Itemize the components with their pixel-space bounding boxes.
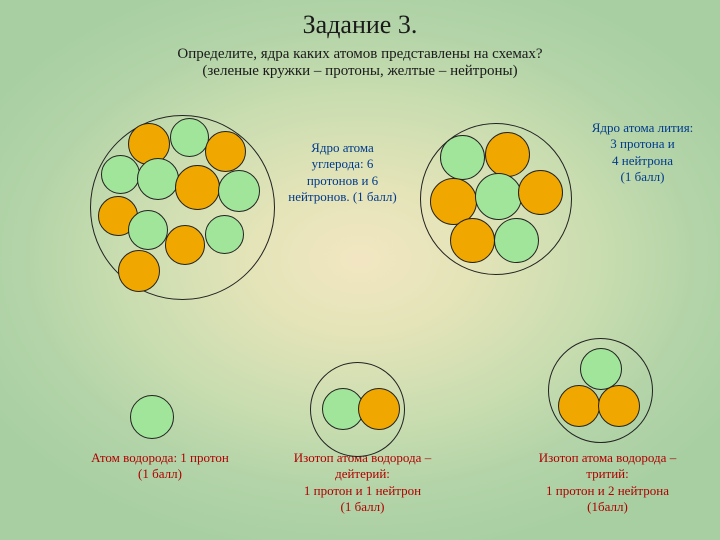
deuterium-neutron-1 [358, 388, 400, 430]
lithium-neutron-1 [485, 132, 530, 177]
hydrogen-proton-0 [130, 395, 174, 439]
carbon-neutron-9 [165, 225, 205, 265]
page-subtitle: Определите, ядра каких атомов представле… [0, 46, 720, 80]
label-tritium: Изотоп атома водорода – тритий: 1 протон… [520, 450, 695, 515]
lithium-proton-6 [494, 218, 539, 263]
carbon-proton-1 [170, 118, 209, 157]
lithium-neutron-4 [518, 170, 563, 215]
carbon-proton-10 [205, 215, 244, 254]
carbon-neutron-11 [118, 250, 160, 292]
page-title: Задание 3. [0, 10, 720, 40]
carbon-neutron-6 [175, 165, 220, 210]
label-lithium: Ядро атома лития: 3 протона и 4 нейтрона… [590, 120, 695, 185]
tritium-neutron-2 [598, 385, 640, 427]
label-carbon: Ядро атома углерода: 6 протонов и 6 нейт… [285, 140, 400, 205]
carbon-proton-3 [101, 155, 140, 194]
lithium-proton-0 [440, 135, 485, 180]
carbon-proton-5 [137, 158, 179, 200]
carbon-proton-8 [128, 210, 168, 250]
lithium-proton-3 [475, 173, 522, 220]
tritium-neutron-1 [558, 385, 600, 427]
lithium-neutron-5 [450, 218, 495, 263]
label-deuterium: Изотоп атома водорода – дейтерий: 1 прот… [275, 450, 450, 515]
carbon-neutron-2 [205, 131, 246, 172]
carbon-proton-7 [218, 170, 260, 212]
tritium-proton-0 [580, 348, 622, 390]
label-hydrogen: Атом водорода: 1 протон (1 балл) [90, 450, 230, 483]
